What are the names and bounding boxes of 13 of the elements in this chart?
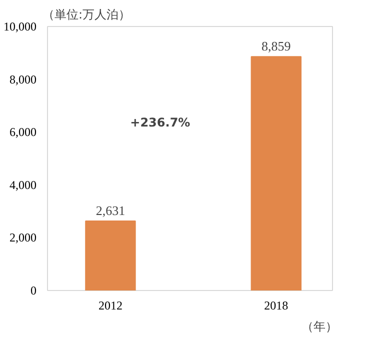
y-tick-label: 10,000 — [4, 20, 36, 34]
data-label: 8,859 — [262, 38, 291, 54]
x-axis-title: （年） — [302, 320, 338, 334]
data-label: 2,631 — [96, 203, 126, 218]
y-tick-label: 8,000 — [10, 72, 36, 86]
y-tick-label: 2,000 — [10, 230, 36, 245]
x-tick-label: 2018 — [264, 298, 288, 312]
y-tick-label: 4,000 — [10, 178, 36, 192]
x-tick-label: 2012 — [98, 298, 122, 312]
y-tick-label: 0 — [30, 284, 36, 298]
y-tick-label: 6,000 — [10, 125, 36, 140]
annotation: +236.7% — [130, 115, 190, 130]
y-axis-title: （単位:万人泊） — [42, 8, 131, 22]
